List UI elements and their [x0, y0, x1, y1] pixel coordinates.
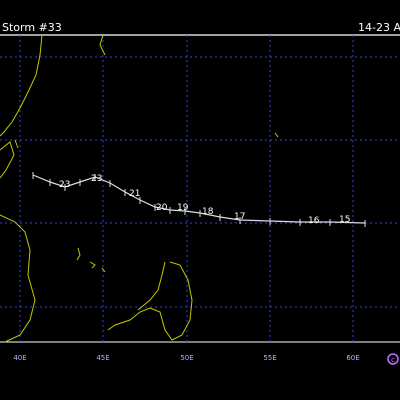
- track-day-label: 19: [177, 203, 189, 213]
- longitude-label: 55E: [263, 354, 276, 362]
- track-day-label: 17: [234, 212, 245, 222]
- island: [76, 247, 81, 261]
- copyright-icon: [387, 353, 399, 365]
- longitude-label: 45E: [96, 354, 109, 362]
- island: [101, 267, 106, 273]
- island: [274, 132, 279, 138]
- track-day-label: 21: [129, 189, 140, 199]
- copyright-icon-glyph: c: [391, 356, 395, 364]
- island: [14, 139, 19, 149]
- track-day-label: 20: [156, 203, 168, 213]
- track-day-label: 16: [308, 216, 320, 226]
- storm-dates: 14-23 A: [358, 21, 400, 34]
- longitude-label: 40E: [13, 354, 26, 362]
- coastline: [0, 141, 15, 179]
- madagascar-coast: [107, 261, 193, 341]
- coastline: [0, 34, 43, 137]
- track-day-label: 23: [91, 174, 102, 184]
- track-day-label: 15: [339, 215, 350, 225]
- island: [89, 261, 96, 269]
- longitude-label: 60E: [346, 354, 359, 362]
- track-day-label: 18: [202, 207, 214, 217]
- graticule: [0, 35, 400, 342]
- coastline: [0, 214, 36, 343]
- coastlines: [0, 34, 279, 343]
- storm-title: Storm #33: [2, 21, 62, 34]
- storm-track: [32, 174, 366, 224]
- coastline: [99, 34, 106, 56]
- madagascar-coast: [137, 261, 166, 311]
- longitude-label: 50E: [180, 354, 193, 362]
- track-day-label: 23: [59, 180, 70, 190]
